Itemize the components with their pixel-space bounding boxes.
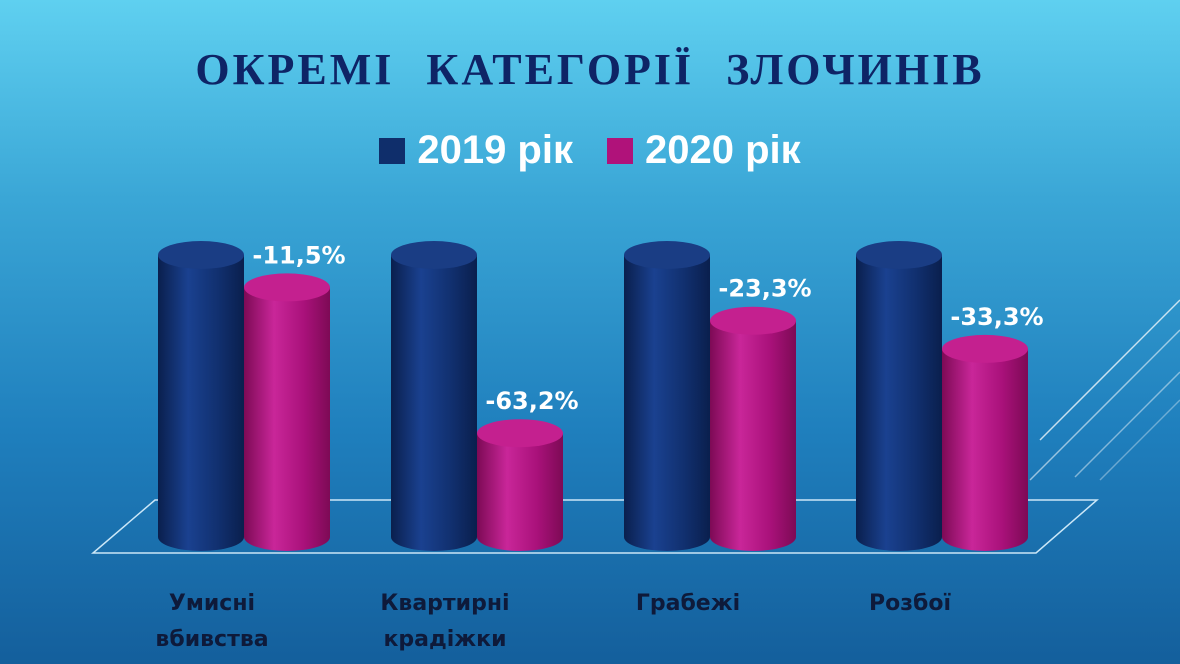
legend-swatch-2020 [607,137,633,164]
bar-top-2019-1 [391,241,477,269]
bar-top-2019-0 [158,241,244,269]
bar-top-2020-0 [244,273,330,302]
category-label-1-1: крадіжки [383,627,506,652]
bar-2019-2 [624,255,710,551]
bar-top-2020-2 [710,306,796,335]
legend-item-2020: 2020 рік [607,128,801,173]
bar-top-2020-1 [477,419,563,448]
category-label-0-1: вбивства [155,627,268,652]
legend-label-2019: 2019 рік [417,128,573,172]
bar-2020-0 [244,287,330,551]
data-label-2: -23,3% [718,275,811,303]
category-label-1-0: Квартирні [380,591,509,616]
chart-title: ОКРЕМІ КАТЕГОРІЇ ЗЛОЧИНІВ [195,45,985,94]
bar-2019-0 [158,255,244,551]
bar-2020-1 [477,433,563,551]
data-label-0: -11,5% [252,241,345,269]
chart-legend: 2019 рік 2020 рік [0,128,1180,173]
bar-2020-3 [942,348,1028,551]
legend-swatch-2019 [379,137,406,164]
category-label-2-0: Грабежі [636,591,740,616]
bar-2019-3 [856,255,942,551]
bar-top-2020-3 [942,334,1028,363]
data-label-3: -33,3% [950,303,1043,331]
category-label-0-0: Умисні [169,591,255,616]
data-label-1: -63,2% [485,387,578,415]
bar-top-2019-2 [624,241,710,269]
bar-2019-1 [391,255,477,551]
bar-top-2019-3 [856,241,942,269]
legend-item-2019: 2019 рік [379,128,573,173]
category-label-3-0: Розбої [869,591,951,616]
chart-floor [90,499,1100,554]
bar-2020-2 [710,320,796,551]
legend-label-2020: 2020 рік [645,128,801,172]
